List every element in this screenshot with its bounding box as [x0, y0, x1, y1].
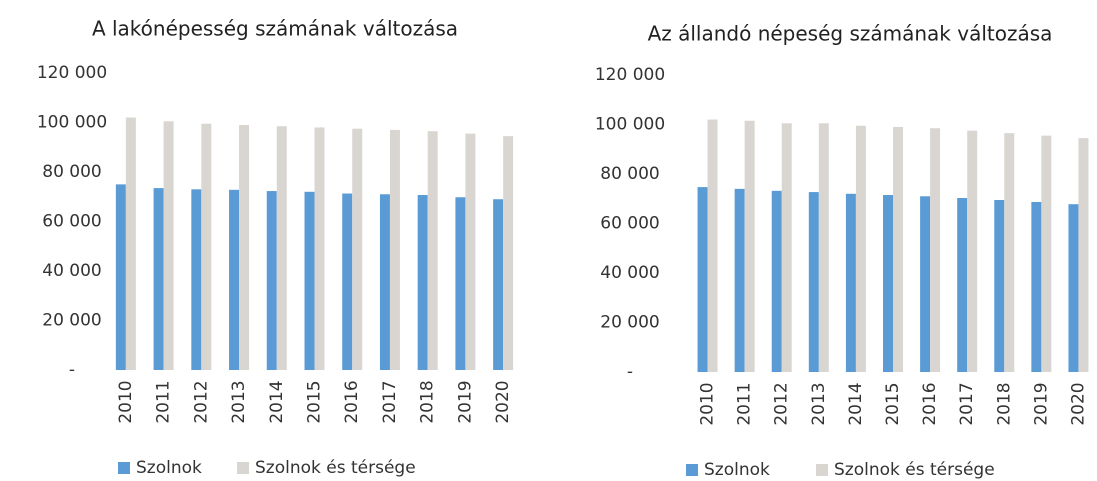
- legend-label: Szolnok és térsége: [834, 460, 995, 480]
- bar: [314, 127, 325, 370]
- bar: [163, 121, 174, 370]
- x-tick-label: 2013: [229, 380, 249, 423]
- x-tick-label: 2017: [380, 380, 400, 423]
- legend-label: Szolnok és térsége: [255, 458, 416, 478]
- y-tick-label: 120 000: [595, 65, 665, 85]
- x-tick-label: 2018: [418, 380, 438, 423]
- x-tick-label: 2012: [772, 382, 792, 425]
- x-tick-label: 2019: [1031, 382, 1051, 425]
- y-tick-label: 100 000: [595, 115, 665, 135]
- legend-swatch: [118, 462, 130, 474]
- bar: [771, 190, 782, 372]
- bar: [967, 130, 978, 372]
- bar: [493, 199, 504, 370]
- bar: [153, 188, 164, 370]
- bar: [734, 188, 745, 372]
- legend-swatch: [237, 462, 249, 474]
- x-tick-label: 2018: [994, 382, 1014, 425]
- bar: [994, 199, 1005, 372]
- bar: [744, 120, 755, 372]
- bar: [893, 126, 903, 372]
- x-tick-label: 2017: [957, 382, 977, 425]
- y-tick-label: 120 000: [37, 63, 107, 83]
- bar: [503, 136, 514, 370]
- y-tick-label: 20 000: [42, 311, 101, 331]
- bar: [115, 184, 126, 370]
- bar: [1078, 138, 1089, 372]
- x-tick-label: 2010: [698, 382, 718, 425]
- x-tick-label: 2016: [920, 382, 940, 425]
- y-tick-label: 40 000: [42, 261, 101, 281]
- x-tick-label: 2020: [493, 380, 513, 423]
- bar: [304, 191, 315, 370]
- chart-title: A lakónépesség számának változása: [92, 17, 458, 41]
- bar: [201, 123, 212, 370]
- y-tick-label: 60 000: [600, 214, 659, 234]
- bar: [1041, 135, 1052, 372]
- x-tick-label: 2011: [154, 380, 174, 423]
- bar: [781, 123, 792, 372]
- y-tick-label: 20 000: [600, 313, 659, 333]
- x-tick-label: 2016: [342, 380, 362, 423]
- bar: [342, 193, 353, 370]
- x-tick-label: 2015: [883, 382, 903, 425]
- x-tick-label: 2015: [305, 380, 325, 423]
- y-tick-label: -: [69, 360, 75, 380]
- y-tick-label: 100 000: [37, 113, 107, 133]
- bar: [379, 194, 390, 370]
- x-tick-label: 2010: [116, 380, 136, 423]
- x-tick-label: 2014: [267, 380, 287, 423]
- bar: [191, 189, 202, 370]
- bar: [1031, 201, 1042, 372]
- y-tick-label: 80 000: [600, 164, 659, 184]
- bar: [125, 117, 136, 370]
- bar: [957, 198, 968, 372]
- bar: [1068, 204, 1079, 372]
- bar: [808, 192, 819, 372]
- bar: [845, 193, 856, 372]
- bar: [818, 123, 829, 372]
- bar: [427, 131, 438, 370]
- bar: [930, 128, 941, 372]
- y-tick-label: -: [627, 362, 633, 382]
- bar: [883, 195, 893, 372]
- bar: [1004, 133, 1015, 372]
- x-tick-label: 2013: [809, 382, 829, 425]
- y-tick-label: 80 000: [42, 162, 101, 182]
- bar: [855, 125, 866, 372]
- bar: [239, 124, 250, 370]
- x-tick-label: 2014: [846, 382, 866, 425]
- x-tick-label: 2011: [735, 382, 755, 425]
- bar: [920, 196, 931, 372]
- x-tick-label: 2020: [1068, 382, 1088, 425]
- legend-swatch: [686, 464, 698, 476]
- bar: [697, 187, 708, 372]
- y-tick-label: 60 000: [42, 212, 101, 232]
- bar: [229, 189, 240, 370]
- bar: [276, 126, 287, 371]
- legend-label: Szolnok: [704, 460, 770, 480]
- bar: [465, 133, 476, 370]
- legend-swatch: [816, 464, 828, 476]
- legend-label: Szolnok: [136, 458, 202, 478]
- bar: [417, 195, 428, 370]
- bar: [266, 191, 277, 370]
- bar: [389, 129, 400, 370]
- x-tick-label: 2012: [191, 380, 211, 423]
- y-tick-label: 40 000: [600, 263, 659, 283]
- x-tick-label: 2019: [455, 380, 475, 423]
- bar: [455, 197, 466, 370]
- chart-title: Az állandó népeség számának változása: [648, 22, 1053, 46]
- bar: [707, 119, 718, 372]
- bar: [352, 128, 363, 370]
